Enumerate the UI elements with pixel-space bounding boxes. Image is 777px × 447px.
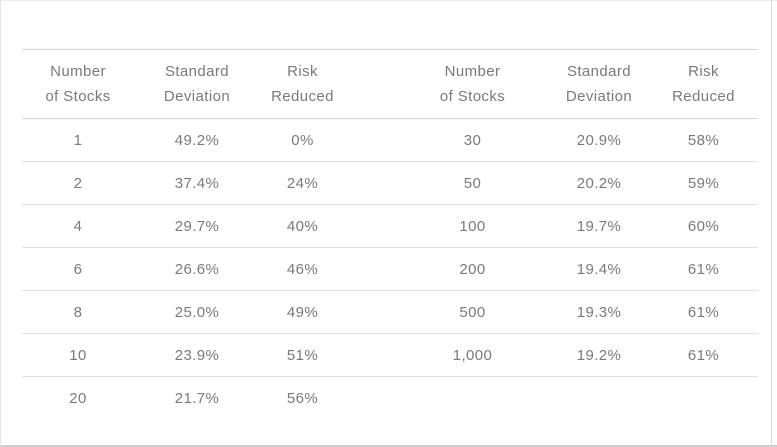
table-cell: 0% [291,131,314,149]
table-cell: 19.3% [576,303,622,321]
table-cell: 19.2% [576,346,622,364]
table-cell: 1,000 [452,346,493,364]
spacer-cell [345,291,410,334]
table-cell [535,377,663,420]
table-cell: 61% [687,303,720,321]
table-cell: 200 [459,260,486,278]
table-cell: 58% [687,131,720,149]
table-cell: 19.4% [576,260,622,278]
spacer-cell [345,162,410,205]
table-cell: 2 [73,174,83,192]
spacer-cell [345,119,410,162]
table-cell: 6 [73,260,83,278]
table-cell: 37.4% [174,174,220,192]
column-header-risk-reduced-left: Risk Reduced [260,50,345,119]
table-cell [410,377,535,420]
table-cell: 40% [286,217,319,235]
table-cell: 46% [286,260,319,278]
diversification-table: Number of Stocks Standard Deviation Risk… [22,49,758,420]
table-row: 1 49.2% 0% 30 20.9% 58% [22,119,758,162]
table-cell: 59% [687,174,720,192]
column-header-line: Standard [164,63,230,80]
table-cell: 60% [687,217,720,235]
column-header-line: Deviation [565,88,633,105]
table-cell: 23.9% [174,346,220,364]
table-row: 10 23.9% 51% 1,000 19.2% 61% [22,334,758,377]
table-cell: 29.7% [174,217,220,235]
table-row: 20 21.7% 56% [22,377,758,420]
spacer-cell [345,50,410,119]
column-header-line: Number [50,63,106,80]
column-header-line: of Stocks [45,88,111,105]
spacer-cell [345,334,410,377]
table-cell: 8 [73,303,83,321]
table-cell: 61% [687,346,720,364]
table-header-row: Number of Stocks Standard Deviation Risk… [22,49,758,119]
table-cell: 21.7% [174,389,220,407]
column-header-line: Deviation [163,88,231,105]
column-header-risk-reduced-right: Risk Reduced [663,50,758,119]
column-header-standard-deviation-right: Standard Deviation [535,50,663,119]
table-row: 2 37.4% 24% 50 20.2% 59% [22,162,758,205]
table-cell: 500 [459,303,486,321]
table-cell: 4 [73,217,83,235]
page-right-border [771,0,772,447]
table-cell: 30 [463,131,482,149]
table-cell: 49% [286,303,319,321]
column-header-line: Number [444,63,501,80]
table-cell: 24% [286,174,319,192]
table-cell: 20.2% [576,174,622,192]
column-header-line: Risk [688,63,719,80]
table-cell: 50 [463,174,482,192]
column-header-number-of-stocks-left: Number of Stocks [22,50,134,119]
table-row: 4 29.7% 40% 100 19.7% 60% [22,205,758,248]
table-cell: 1 [73,131,83,149]
column-header-line: Risk [287,63,318,80]
column-header-line: Reduced [672,88,735,105]
table-cell: 56% [286,389,319,407]
table-cell: 100 [459,217,486,235]
table-cell: 20 [69,389,87,407]
table-cell: 25.0% [174,303,220,321]
table-row: 8 25.0% 49% 500 19.3% 61% [22,291,758,334]
table-cell: 26.6% [174,260,220,278]
table-cell: 20.9% [576,131,622,149]
table-cell: 51% [286,346,319,364]
table-cell: 61% [687,260,720,278]
table-cell: 10 [69,346,87,364]
spacer-cell [345,248,410,291]
table-cell: 19.7% [576,217,622,235]
column-header-number-of-stocks-right: Number of Stocks [410,50,535,119]
column-header-standard-deviation-left: Standard Deviation [134,50,260,119]
column-header-line: Standard [566,63,632,80]
spacer-cell [345,377,410,420]
spacer-cell [345,205,410,248]
table-cell: 49.2% [174,131,220,149]
column-header-line: Reduced [271,88,334,105]
column-header-line: of Stocks [439,88,506,105]
table-row: 6 26.6% 46% 200 19.4% 61% [22,248,758,291]
table-cell [663,377,758,420]
